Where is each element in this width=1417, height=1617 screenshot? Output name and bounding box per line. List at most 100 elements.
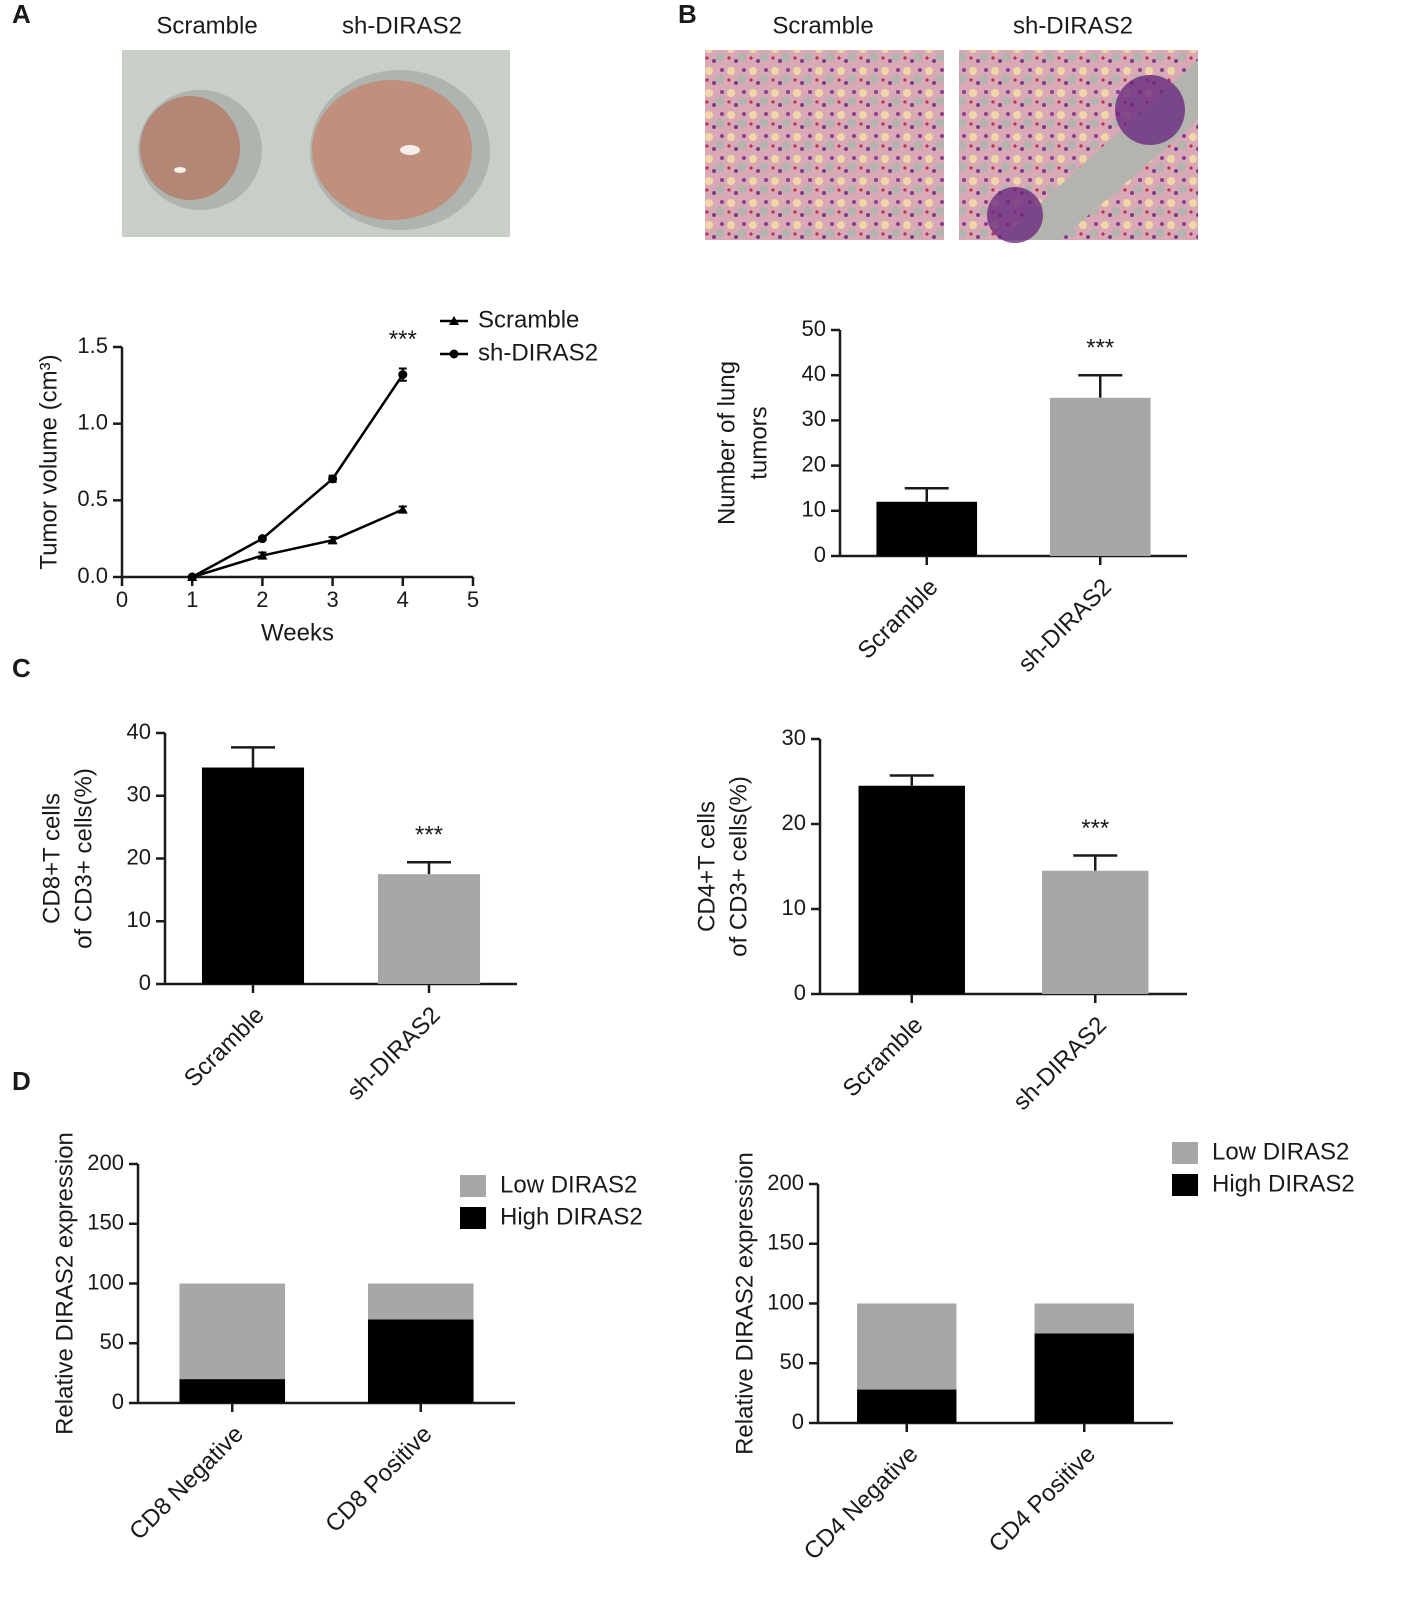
x-tick-label: 3 bbox=[326, 587, 338, 612]
annotation: *** bbox=[415, 822, 443, 849]
error-bar bbox=[904, 486, 949, 502]
y-axis-label: tumors bbox=[745, 406, 772, 479]
bar-segment bbox=[367, 1283, 474, 1320]
y-tick-label: 30 bbox=[802, 406, 826, 431]
y-tick-label: 1.5 bbox=[77, 333, 108, 358]
bar-segment bbox=[857, 1389, 957, 1423]
y-tick-label: 20 bbox=[782, 810, 806, 835]
y-axis-label: of CD3+ cells(%) bbox=[70, 768, 97, 949]
x-tick-label: 0 bbox=[116, 587, 128, 612]
error-bar bbox=[398, 505, 407, 514]
y-tick-label: 150 bbox=[87, 1210, 124, 1235]
error-bar-line bbox=[398, 505, 407, 514]
x-tick-label: sh-DIRAS2 bbox=[342, 1002, 446, 1106]
y-tick-label: 40 bbox=[802, 361, 826, 386]
legend-label: sh-DIRAS2 bbox=[478, 339, 598, 366]
error-bar-line bbox=[188, 574, 197, 580]
y-axis-label: Relative DIRAS2 expression bbox=[731, 1152, 758, 1455]
annotation: *** bbox=[1081, 815, 1109, 842]
legend-label: Low DIRAS2 bbox=[500, 1171, 637, 1198]
bar-segment bbox=[1034, 1333, 1134, 1423]
y-axis-label: of CD3+ cells(%) bbox=[725, 776, 752, 957]
y-tick-label: 50 bbox=[780, 1349, 804, 1374]
y-tick-label: 100 bbox=[87, 1269, 124, 1294]
y-tick-label: 0 bbox=[792, 1409, 804, 1434]
series-line bbox=[191, 508, 404, 579]
x-tick-label: 5 bbox=[467, 587, 479, 612]
bar-segment bbox=[179, 1283, 286, 1380]
y-tick-label: 150 bbox=[767, 1230, 804, 1255]
legend-swatch bbox=[460, 1207, 486, 1229]
y-tick-label: 20 bbox=[127, 844, 151, 869]
point bbox=[449, 349, 459, 359]
bar bbox=[1049, 397, 1151, 556]
x-tick-label: CD4 Negative bbox=[799, 1441, 924, 1566]
error-bar-line bbox=[398, 367, 407, 382]
legend-swatch bbox=[1172, 1142, 1198, 1164]
bar bbox=[858, 785, 965, 994]
error-bar-line bbox=[258, 551, 267, 560]
legend-swatch bbox=[1172, 1174, 1198, 1196]
error-bar-line bbox=[328, 536, 337, 545]
x-tick-label: Scramble bbox=[853, 574, 944, 665]
bar bbox=[1042, 870, 1149, 994]
error-bar bbox=[398, 367, 407, 382]
bar-segment bbox=[367, 1319, 474, 1403]
y-tick-label: 0 bbox=[112, 1389, 124, 1414]
error-bar bbox=[1078, 373, 1123, 398]
x-tick-label: Scramble bbox=[838, 1012, 929, 1103]
bar bbox=[377, 874, 481, 984]
legend-label: Scramble bbox=[478, 306, 579, 333]
y-tick-label: 30 bbox=[127, 782, 151, 807]
photo-caption: Scramble bbox=[772, 12, 873, 39]
y-tick-label: 200 bbox=[87, 1150, 124, 1175]
panel-label: C bbox=[12, 653, 31, 683]
y-tick-label: 0 bbox=[139, 970, 151, 995]
y-tick-label: 10 bbox=[127, 907, 151, 932]
photo-caption: sh-DIRAS2 bbox=[1013, 12, 1133, 39]
y-tick-label: 10 bbox=[782, 895, 806, 920]
legend-label: High DIRAS2 bbox=[1212, 1170, 1355, 1197]
y-tick-label: 0.0 bbox=[77, 563, 108, 588]
y-tick-label: 20 bbox=[802, 451, 826, 476]
y-tick-label: 0 bbox=[814, 542, 826, 567]
y-tick-label: 10 bbox=[802, 497, 826, 522]
legend-label: Low DIRAS2 bbox=[1212, 1138, 1349, 1165]
y-tick-label: 0.5 bbox=[77, 486, 108, 511]
y-axis-label: CD4+T cells bbox=[693, 801, 720, 932]
x-tick-label: Scramble bbox=[179, 1002, 270, 1093]
photo-caption: Scramble bbox=[156, 12, 257, 39]
y-tick-label: 100 bbox=[767, 1289, 804, 1314]
y-axis-label: CD8+T cells bbox=[38, 793, 65, 924]
y-axis-label: Number of lung bbox=[713, 361, 740, 525]
error-bar bbox=[328, 536, 337, 545]
error-bar bbox=[889, 774, 934, 786]
bar-segment bbox=[1034, 1303, 1134, 1334]
photo-caption: sh-DIRAS2 bbox=[342, 12, 462, 39]
y-tick-label: 30 bbox=[782, 725, 806, 750]
error-bar bbox=[258, 551, 267, 560]
error-bar bbox=[231, 746, 275, 768]
annotation: *** bbox=[389, 326, 417, 353]
error-bar bbox=[328, 474, 337, 483]
histology-photos bbox=[705, 50, 1198, 243]
error-bar bbox=[1073, 854, 1118, 871]
error-bar bbox=[407, 861, 451, 875]
x-tick-label: sh-DIRAS2 bbox=[1013, 574, 1117, 678]
error-bar bbox=[188, 574, 197, 580]
error-bar-line bbox=[258, 536, 267, 542]
y-tick-label: 50 bbox=[802, 316, 826, 341]
point bbox=[449, 316, 459, 325]
y-tick-label: 200 bbox=[767, 1170, 804, 1195]
y-tick-label: 40 bbox=[127, 719, 151, 744]
tumor-photo bbox=[122, 50, 510, 237]
error-bar bbox=[258, 536, 267, 542]
x-axis-label: Weeks bbox=[261, 619, 334, 646]
bar bbox=[201, 767, 305, 984]
legend-label: High DIRAS2 bbox=[500, 1203, 643, 1230]
series-line bbox=[191, 373, 404, 579]
x-tick-label: 4 bbox=[397, 587, 409, 612]
x-tick-label: sh-DIRAS2 bbox=[1008, 1012, 1112, 1116]
x-tick-label: CD4 Positive bbox=[984, 1441, 1101, 1558]
